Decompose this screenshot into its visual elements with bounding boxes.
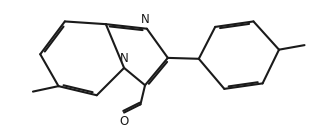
Text: N: N bbox=[120, 52, 129, 65]
Text: O: O bbox=[119, 115, 128, 128]
Text: N: N bbox=[141, 13, 149, 26]
